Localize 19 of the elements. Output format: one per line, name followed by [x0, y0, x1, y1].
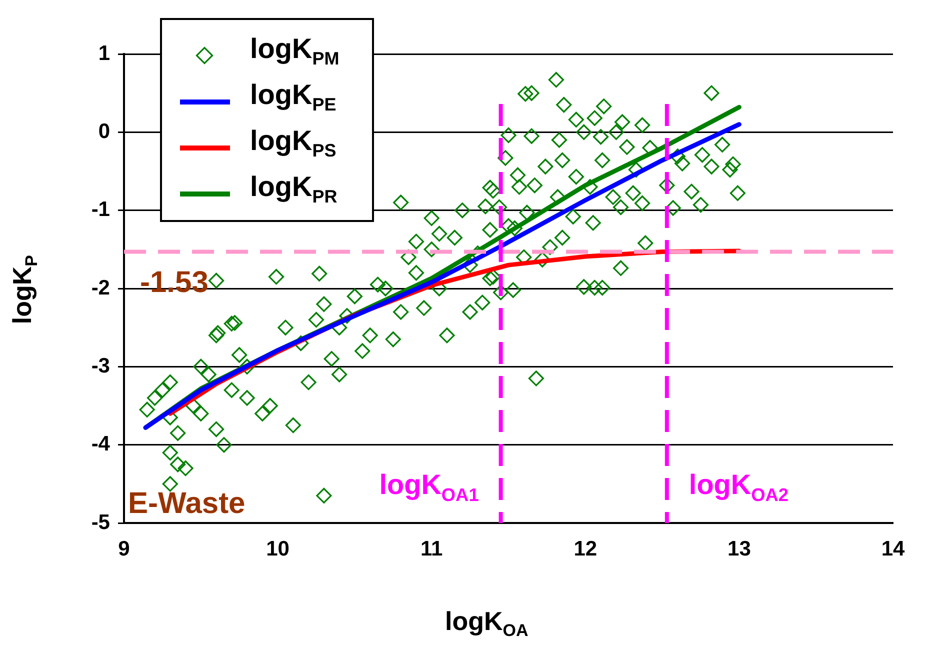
legend-label: logK$_{PE}$ [250, 78, 336, 116]
x-tick-label: 10 [266, 537, 290, 560]
y-tick-label: 0 [98, 120, 110, 143]
y-tick-label: -3 [91, 354, 110, 378]
x-axis-title: logK$_{OA}$ [445, 606, 528, 642]
x-tick-label: 13 [728, 537, 751, 560]
y-tick-label: -5 [91, 510, 110, 534]
x-tick-label: 12 [574, 537, 598, 560]
legend-label: logK$_{PS}$ [250, 124, 336, 162]
annotation: E-Waste [128, 487, 246, 520]
x-tick-label: 9 [118, 537, 130, 560]
legend-label: logK$_{PM}$ [250, 32, 340, 70]
x-tick-label: 14 [881, 537, 905, 560]
x-tick-label: 11 [420, 537, 444, 560]
y-tick-label: -2 [91, 276, 110, 300]
y-tick-label: -1 [91, 198, 110, 222]
legend-label: logK$_{PR}$ [250, 170, 338, 208]
y-tick-label: -4 [91, 432, 110, 456]
y-tick-label: 1 [98, 42, 110, 65]
